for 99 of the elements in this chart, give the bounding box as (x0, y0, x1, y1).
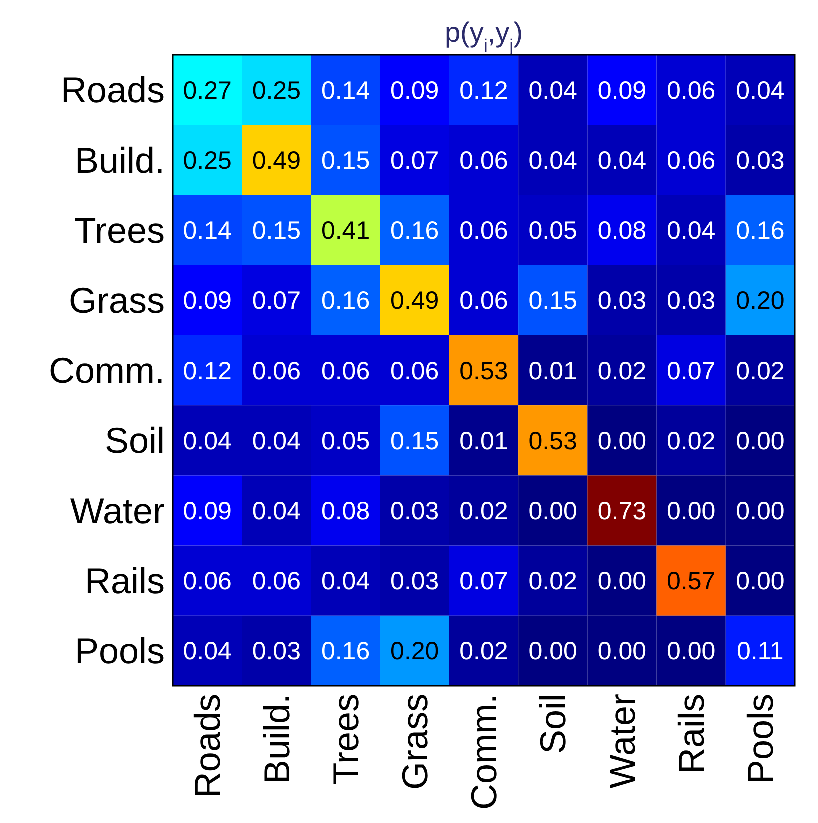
data-label: 0.04 (528, 146, 578, 175)
data-label: 0.02 (528, 568, 578, 596)
data-label: 0.07 (390, 146, 440, 175)
data-label: 0.02 (666, 427, 716, 456)
data-label: 0.04 (183, 427, 232, 456)
data-label: 0.06 (666, 76, 716, 105)
data-label: 0.57 (666, 568, 716, 596)
data-label: 0.06 (666, 146, 716, 175)
x-tick-label: Roads (187, 694, 228, 798)
x-tick-label: Grass (394, 694, 436, 790)
data-label: 0.01 (528, 357, 578, 386)
x-tick-label: Trees (325, 694, 366, 785)
data-label: 0.49 (390, 287, 440, 316)
data-label: 0.04 (321, 568, 370, 596)
data-label: 0.00 (736, 427, 785, 456)
y-tick-label: Build. (74, 140, 165, 181)
data-label: 0.16 (736, 217, 785, 246)
data-label: 0.04 (252, 497, 302, 526)
data-label: 0.00 (598, 568, 647, 596)
y-tick-label: Comm. (49, 350, 165, 392)
data-label: 0.06 (460, 287, 508, 316)
data-label: 0.15 (321, 146, 370, 175)
data-label: 0.16 (321, 287, 370, 316)
data-label: 0.15 (252, 217, 302, 246)
data-label: 0.01 (460, 427, 508, 456)
y-tick-label: Grass (68, 280, 165, 321)
data-label: 0.00 (598, 427, 647, 456)
data-label: 0.03 (666, 287, 716, 316)
data-label: 0.04 (736, 76, 785, 105)
data-label: 0.02 (598, 357, 647, 386)
data-label: 0.03 (736, 146, 785, 175)
data-label: 0.20 (390, 638, 440, 666)
data-label: 0.12 (183, 357, 232, 386)
y-tick-label: Soil (104, 420, 165, 462)
data-label: 0.03 (390, 568, 440, 596)
data-label: 0.14 (183, 217, 232, 246)
data-label: 0.12 (460, 76, 508, 105)
data-label: 0.25 (183, 146, 232, 175)
data-label: 0.04 (598, 146, 647, 175)
x-tick-label: Build. (256, 694, 298, 784)
data-label: 0.02 (460, 638, 508, 666)
data-label: 0.05 (321, 427, 370, 456)
data-label: 0.53 (460, 357, 508, 386)
y-tick-label: Trees (74, 210, 165, 251)
y-tick-label: Pools (74, 630, 165, 672)
data-label: 0.06 (321, 357, 370, 386)
data-label: 0.04 (666, 217, 716, 246)
y-tick-label: Rails (84, 560, 165, 602)
data-label: 0.06 (460, 217, 508, 246)
data-label: 0.08 (598, 217, 647, 246)
data-label: 0.15 (528, 287, 578, 316)
data-label: 0.25 (252, 76, 302, 105)
data-label: 0.15 (390, 427, 440, 456)
data-label: 0.02 (460, 497, 508, 526)
data-label: 0.27 (183, 76, 232, 105)
data-label: 0.16 (321, 638, 370, 666)
data-label: 0.04 (528, 76, 578, 105)
data-label: 0.00 (736, 497, 785, 526)
data-label: 0.09 (183, 287, 232, 316)
data-label: 0.06 (390, 357, 440, 386)
data-label: 0.08 (321, 497, 370, 526)
x-tick-label: Soil (532, 694, 574, 754)
data-label: 0.00 (666, 638, 716, 666)
data-label: 0.20 (736, 287, 785, 316)
data-label: 0.06 (460, 146, 508, 175)
x-tick-label: Comm. (464, 694, 505, 810)
data-label: 0.49 (252, 146, 302, 175)
data-label: 0.00 (666, 497, 716, 526)
data-label: 0.06 (252, 568, 302, 596)
data-label: 0.53 (528, 427, 578, 456)
y-tick-label: Roads (60, 70, 165, 111)
x-tick-label: Water (602, 694, 643, 789)
data-label: 0.00 (736, 568, 785, 596)
data-label: 0.07 (666, 357, 716, 386)
data-label: 0.04 (252, 427, 302, 456)
data-label: 0.09 (390, 76, 440, 105)
data-label: 0.09 (183, 497, 232, 526)
data-label: 0.05 (528, 217, 578, 246)
data-label: 0.03 (598, 287, 647, 316)
data-label: 0.04 (183, 638, 232, 666)
data-label: 0.11 (737, 638, 784, 666)
data-label: 0.16 (390, 217, 440, 246)
data-label: 0.14 (321, 76, 370, 105)
data-label: 0.00 (528, 638, 578, 666)
data-label: 0.03 (390, 497, 440, 526)
data-label: 0.03 (252, 638, 302, 666)
y-tick-label: Water (70, 490, 165, 532)
data-label: 0.07 (252, 287, 302, 316)
data-label: 0.09 (598, 76, 647, 105)
data-label: 0.07 (460, 568, 508, 596)
x-tick-label: Rails (670, 694, 712, 774)
data-label: 0.06 (252, 357, 302, 386)
data-label: 0.06 (183, 568, 232, 596)
data-label: 0.41 (321, 217, 370, 246)
data-label: 0.02 (736, 357, 785, 386)
data-label: 0.00 (598, 638, 647, 666)
data-label: 0.00 (528, 497, 578, 526)
data-label: 0.73 (598, 497, 647, 526)
x-tick-label: Pools (740, 694, 782, 784)
